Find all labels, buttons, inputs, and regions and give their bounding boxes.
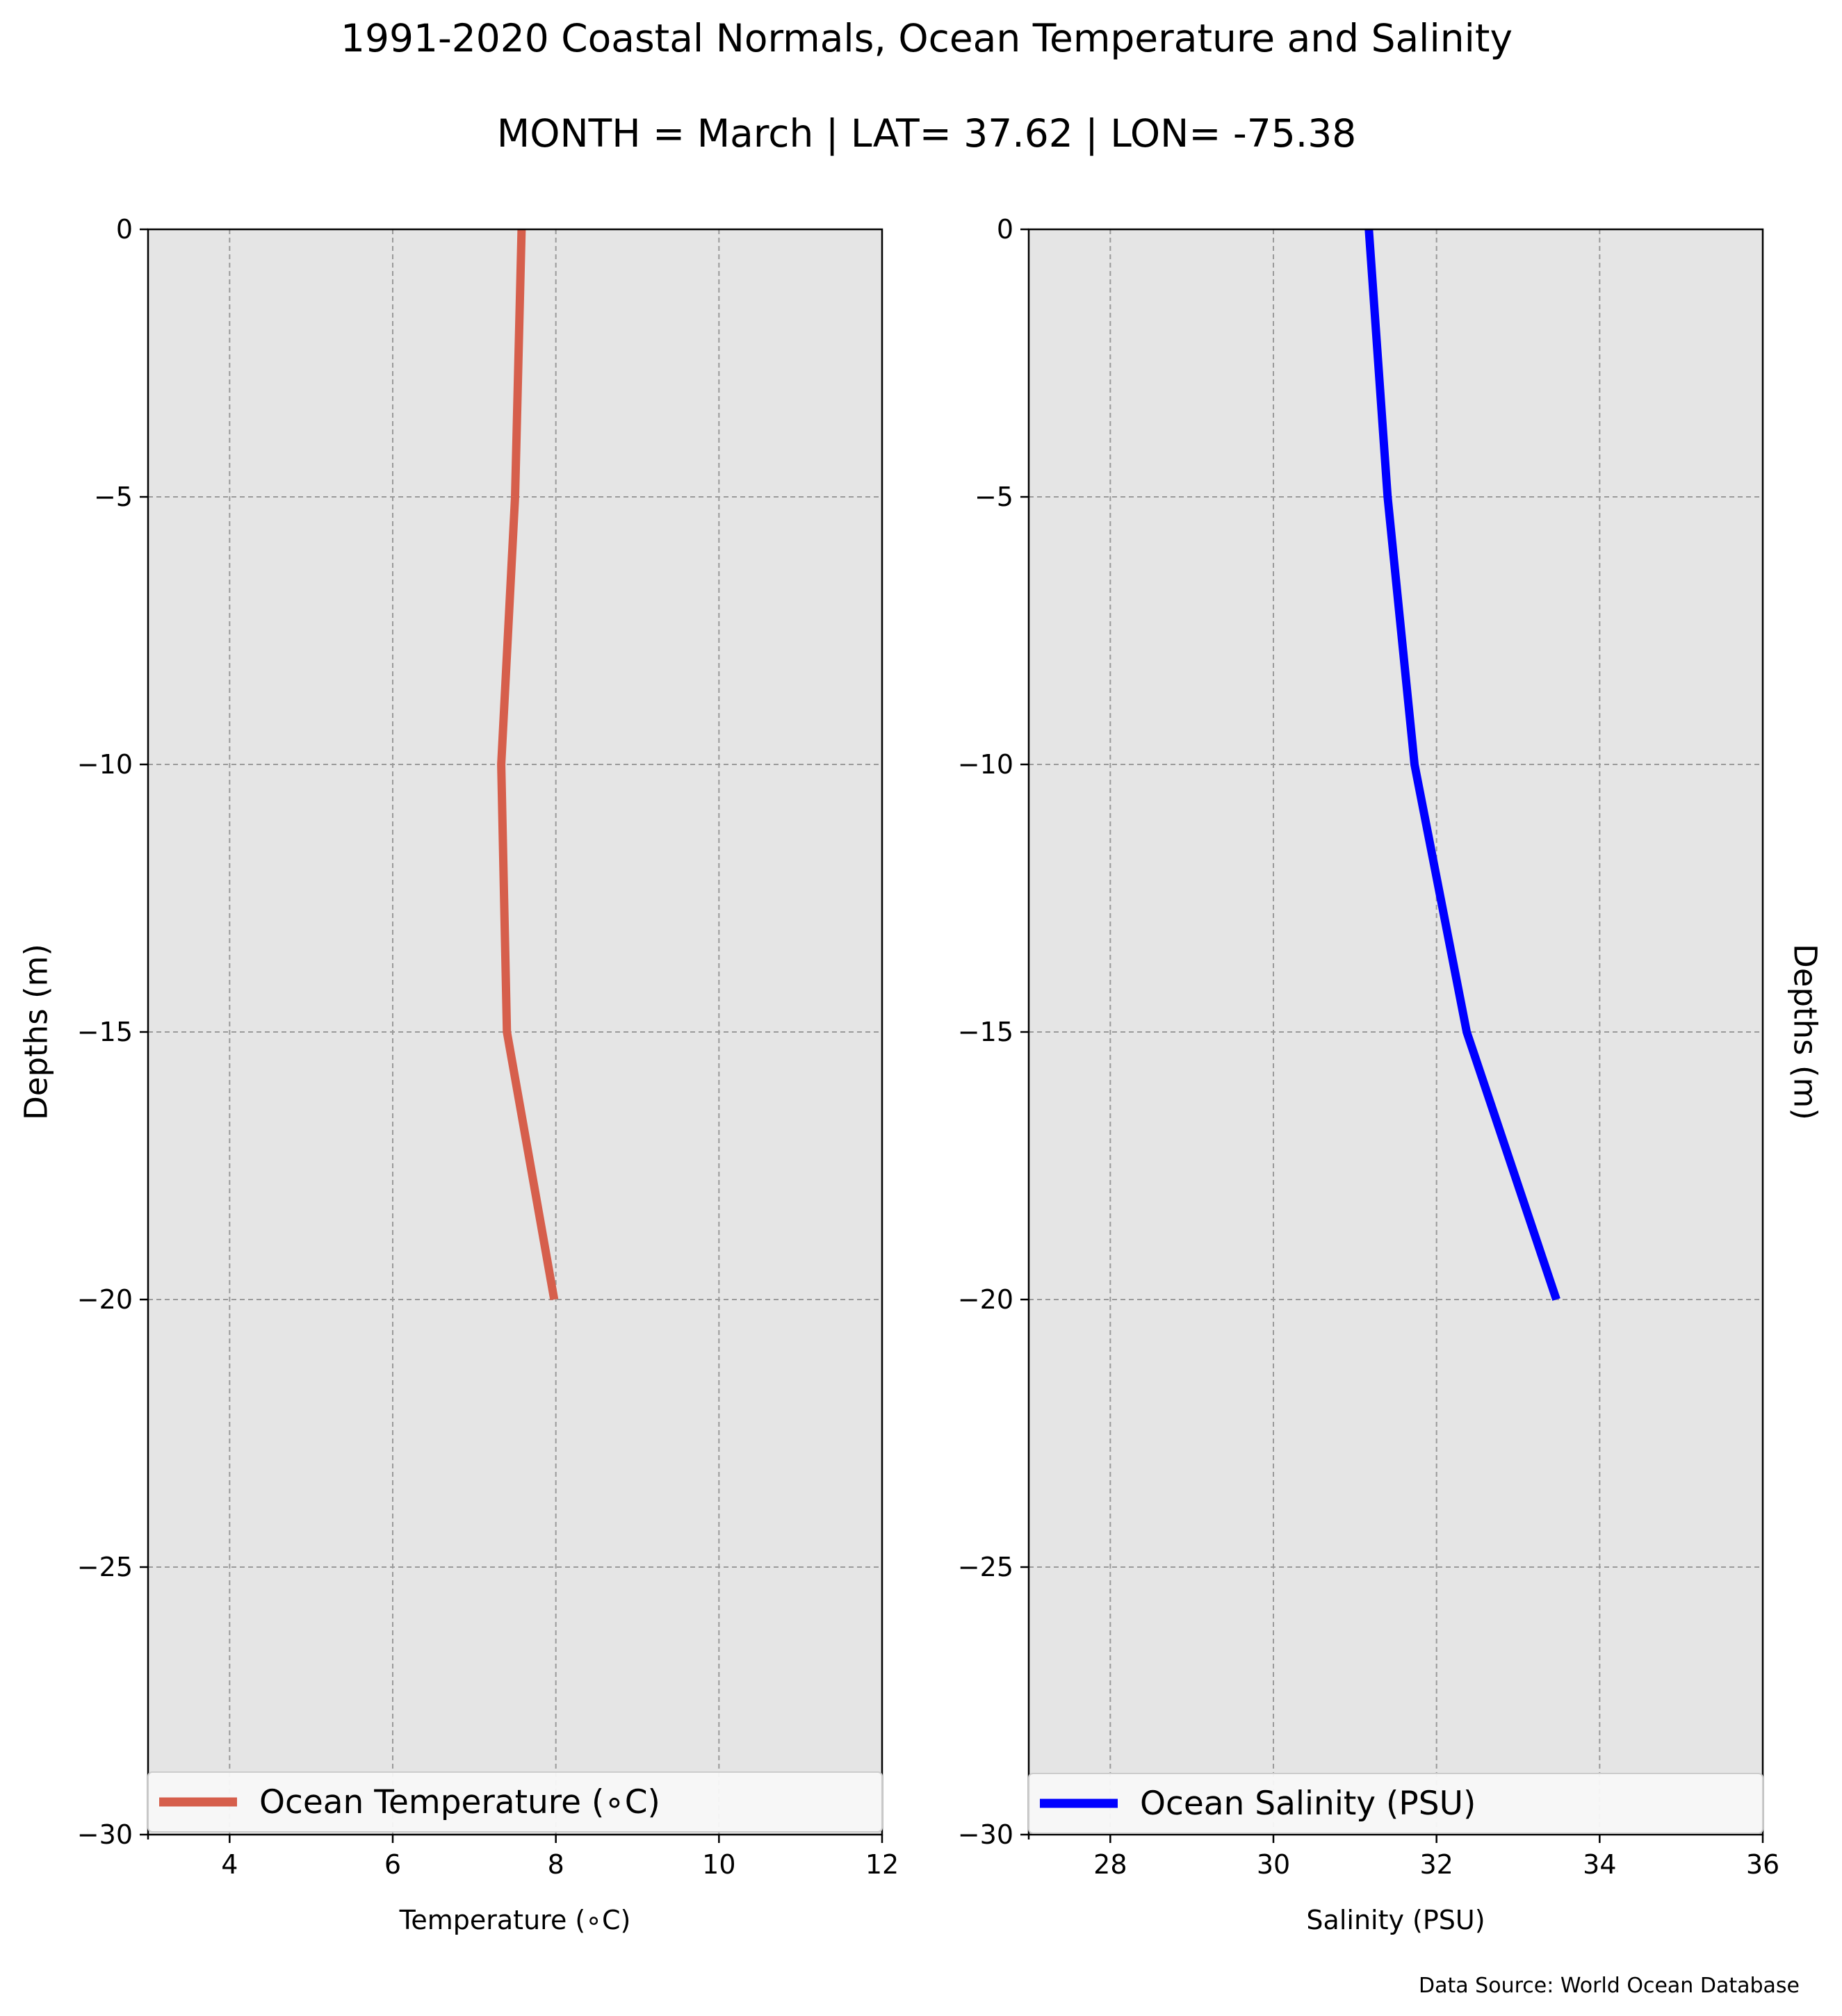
temperature-ytick-label-0: 0 bbox=[116, 214, 133, 245]
data-source-note: Data Source: World Ocean Database bbox=[1419, 1974, 1800, 1998]
chart-title: 1991-2020 Coastal Normals, Ocean Tempera… bbox=[341, 16, 1513, 60]
salinity-y-axis-label: Depths (m) bbox=[1787, 944, 1824, 1120]
temperature-x-axis-label: Temperature (∘C) bbox=[399, 1905, 631, 1935]
salinity-ytick-label-0: 0 bbox=[997, 214, 1013, 245]
temperature-ytick-label-6: −30 bbox=[77, 1819, 133, 1850]
salinity-xtick-label-2: 32 bbox=[1419, 1849, 1453, 1880]
temperature-xtick-label-0: 4 bbox=[221, 1849, 238, 1880]
salinity-x-axis-label: Salinity (PSU) bbox=[1306, 1905, 1485, 1935]
temperature-ytick-label-1: −5 bbox=[94, 482, 133, 512]
temperature-panel: 4 6 8 10 12 0 −5 −10 −15 −20 −25 −30 Temperature (∘C… bbox=[18, 214, 899, 1935]
salinity-series-line bbox=[1364, 229, 1560, 1301]
temperature-ytick-label-2: −10 bbox=[77, 749, 133, 780]
temperature-xtick-label-3: 10 bbox=[702, 1849, 735, 1880]
temperature-xtick-label-2: 8 bbox=[548, 1849, 564, 1880]
salinity-ytick-label-1: −5 bbox=[975, 482, 1013, 512]
chart-subtitle: MONTH = March | LAT= 37.62 | LON= -75.38 bbox=[497, 111, 1356, 156]
salinity-xtick-label-4: 36 bbox=[1746, 1849, 1779, 1880]
temperature-ytick-label-3: −15 bbox=[77, 1017, 133, 1047]
salinity-ytick-label-3: −15 bbox=[958, 1017, 1013, 1047]
salinity-ytick-label-2: −10 bbox=[958, 749, 1013, 780]
salinity-legend-label: Ocean Salinity (PSU) bbox=[1140, 1785, 1476, 1823]
salinity-ytick-label-5: −25 bbox=[958, 1552, 1013, 1582]
salinity-ytick-label-4: −20 bbox=[958, 1284, 1013, 1315]
temperature-xtick-label-1: 6 bbox=[384, 1849, 401, 1880]
temperature-legend-label: Ocean Temperature (∘C) bbox=[259, 1783, 660, 1821]
salinity-xtick-label-3: 34 bbox=[1583, 1849, 1616, 1880]
salinity-legend: Ocean Salinity (PSU) bbox=[1028, 1773, 1763, 1834]
temperature-series-line bbox=[497, 229, 559, 1301]
temperature-ytick-label-4: −20 bbox=[77, 1284, 133, 1315]
temperature-legend: Ocean Temperature (∘C) bbox=[147, 1771, 883, 1833]
salinity-ytick-label-6: −30 bbox=[958, 1819, 1013, 1850]
temperature-ytick-label-5: −25 bbox=[77, 1552, 133, 1582]
salinity-xtick-label-0: 28 bbox=[1093, 1849, 1127, 1880]
temperature-xtick-label-4: 12 bbox=[865, 1849, 899, 1880]
salinity-legend-box bbox=[1028, 1773, 1763, 1834]
temperature-y-axis-label: Depths (m) bbox=[18, 944, 55, 1120]
salinity-panel: 28 30 32 34 36 0 −5 −10 −15 −20 −25 −30 Salinity (PS… bbox=[958, 214, 1824, 1935]
salinity-xtick-label-1: 30 bbox=[1257, 1849, 1290, 1880]
temperature-legend-box bbox=[147, 1771, 883, 1833]
